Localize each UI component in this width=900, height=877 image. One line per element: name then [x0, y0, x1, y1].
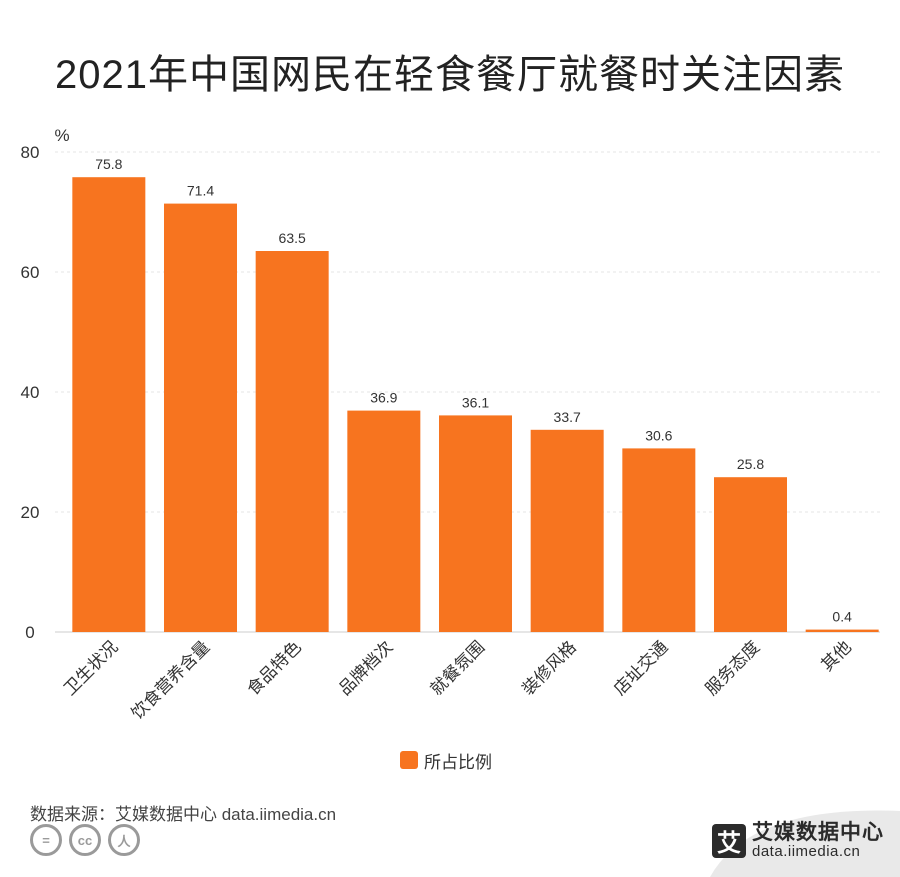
source-note: 数据来源：艾媒数据中心 data.iimedia.cn	[30, 805, 337, 824]
bar	[530, 429, 604, 632]
legend-label: 所占比例	[424, 752, 492, 772]
data-label: 36.1	[462, 394, 489, 410]
x-tick-label: 店址交通	[610, 637, 672, 699]
data-label: 71.4	[187, 183, 214, 199]
x-tick-label: 食品特色	[243, 637, 305, 699]
bar	[164, 203, 237, 632]
brand-corner-shape	[710, 810, 900, 877]
data-label: 30.6	[645, 427, 672, 443]
bar	[805, 629, 879, 632]
x-tick-label: 其他	[818, 637, 855, 674]
x-tick-label: 品牌档次	[335, 637, 397, 699]
license-icons: = cc 人	[30, 824, 147, 856]
y-tick-label: 20	[21, 503, 40, 522]
bar	[622, 448, 696, 632]
x-tick-label: 饮食营养含量	[128, 637, 214, 723]
x-tick-label: 装修风格	[518, 637, 580, 699]
data-label: 36.9	[370, 390, 397, 406]
legend-swatch	[400, 751, 418, 769]
person-icon: 人	[108, 824, 140, 856]
y-axis-unit: %	[54, 126, 69, 145]
equals-icon: =	[30, 824, 62, 856]
data-label: 25.8	[737, 456, 764, 472]
bar-chart: 0 20 40 60 80% 75.8 卫生状况 71.4 饮食营养含量 63.5 食品特色 36.9…	[21, 126, 880, 723]
brand-url: data.iimedia.cn	[752, 843, 861, 861]
y-tick-label: 60	[21, 263, 40, 282]
bar	[714, 477, 787, 632]
chart-legend[interactable]: 所占比例	[400, 748, 492, 772]
data-label: 75.8	[95, 156, 122, 172]
chart-title: 2021年中国网民在轻食餐厅就餐时关注因素	[55, 53, 845, 97]
brand-watermark: 艾 艾媒数据中心 data.iimedia.cn	[712, 821, 884, 861]
bar	[255, 251, 329, 632]
bar	[439, 415, 512, 632]
data-label: 63.5	[279, 230, 306, 246]
y-tick-label: 40	[21, 383, 40, 402]
y-tick-label: 80	[21, 143, 40, 162]
x-tick-label: 就餐氛围	[427, 637, 489, 699]
brand-logo: 艾	[712, 823, 746, 858]
x-tick-label: 服务态度	[702, 637, 764, 699]
bar	[347, 410, 421, 632]
cc-icon: cc	[69, 824, 101, 856]
bar	[72, 177, 146, 632]
x-tick-label: 卫生状况	[60, 637, 122, 699]
data-label: 33.7	[554, 409, 581, 425]
brand-name: 艾媒数据中心	[752, 821, 884, 844]
data-label: 0.4	[832, 609, 852, 625]
y-tick-label: 0	[25, 623, 34, 642]
